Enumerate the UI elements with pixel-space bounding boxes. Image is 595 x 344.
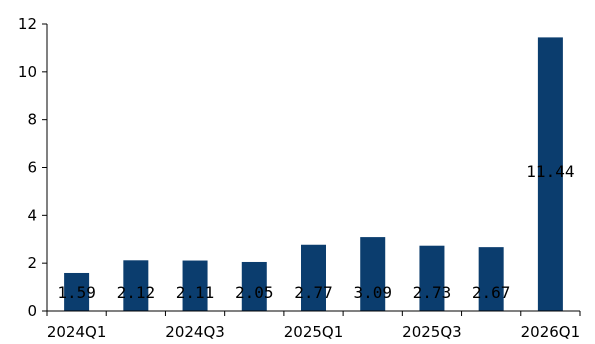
y-tick-label: 6 xyxy=(27,159,37,177)
x-tick-label: 2025Q1 xyxy=(284,323,344,341)
x-axis: 2024Q1 2024Q3 2025Q1 2025Q3 2026Q1 xyxy=(46,310,581,341)
bar-2024Q1 xyxy=(64,272,90,311)
x-tick-label: 2026Q1 xyxy=(521,323,581,341)
data-label: 11.44 xyxy=(526,162,574,181)
data-label: 2.12 xyxy=(117,283,156,302)
data-label: 2.67 xyxy=(472,283,511,302)
bars xyxy=(64,37,563,311)
data-label: 2.77 xyxy=(294,283,333,302)
y-tick-label: 12 xyxy=(18,15,37,33)
y-tick-label: 4 xyxy=(27,206,37,224)
data-label: 1.59 xyxy=(57,283,96,302)
bar-2024Q4 xyxy=(241,261,267,311)
data-label: 2.05 xyxy=(235,283,274,302)
bar-2025Q1 xyxy=(301,244,326,311)
y-tick-label: 2 xyxy=(27,254,37,272)
data-label: 2.73 xyxy=(413,283,452,302)
bar-2025Q4 xyxy=(478,247,504,311)
bar-2025Q2 xyxy=(360,237,386,311)
y-tick-label: 10 xyxy=(18,63,37,81)
data-label: 2.11 xyxy=(176,283,215,302)
data-label: 3.09 xyxy=(353,283,392,302)
bar-2025Q3 xyxy=(419,245,445,311)
bar-2024Q3 xyxy=(182,260,208,311)
y-tick-label: 8 xyxy=(27,111,37,129)
y-tick-label: 0 xyxy=(27,302,37,320)
y-axis: 0 2 4 6 8 10 12 xyxy=(18,15,48,320)
x-tick-label: 2024Q3 xyxy=(165,323,225,341)
x-tick-label: 2024Q1 xyxy=(47,323,107,341)
x-tick-label: 2025Q3 xyxy=(402,323,462,341)
data-labels: 1.59 2.12 2.11 2.05 2.77 3.09 2.73 2.67 11.44 xyxy=(57,162,574,302)
bar-2024Q2 xyxy=(123,260,149,311)
bar-2026Q1 xyxy=(537,37,563,311)
